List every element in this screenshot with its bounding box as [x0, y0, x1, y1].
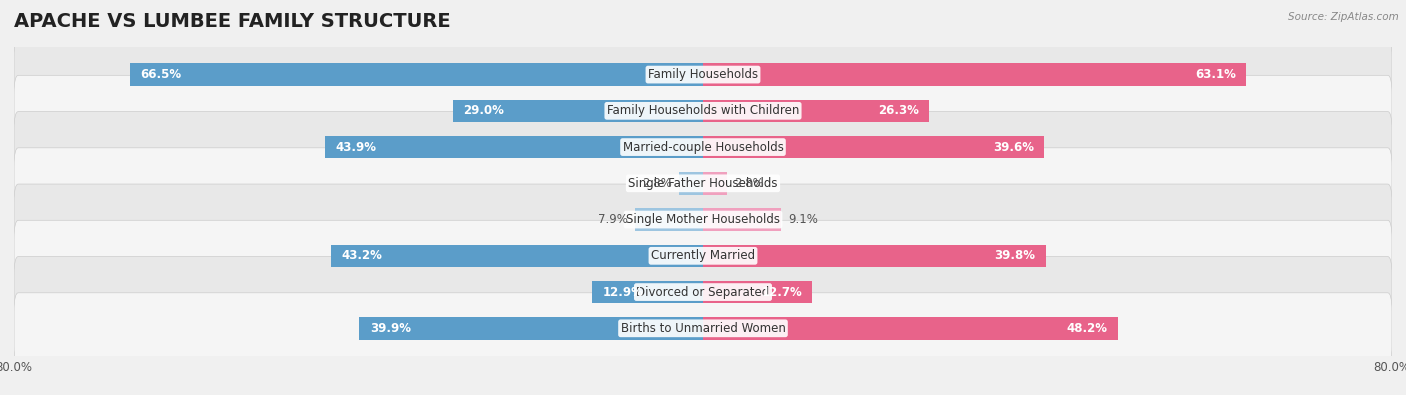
- Bar: [453, 100, 703, 122]
- Text: 29.0%: 29.0%: [464, 104, 505, 117]
- Text: Currently Married: Currently Married: [651, 249, 755, 262]
- Text: 26.3%: 26.3%: [879, 104, 920, 117]
- Bar: [703, 245, 1046, 267]
- Text: 39.6%: 39.6%: [993, 141, 1033, 154]
- Text: APACHE VS LUMBEE FAMILY STRUCTURE: APACHE VS LUMBEE FAMILY STRUCTURE: [14, 12, 451, 31]
- Bar: [703, 100, 929, 122]
- Text: 7.9%: 7.9%: [598, 213, 628, 226]
- Bar: [636, 208, 703, 231]
- Bar: [679, 172, 703, 195]
- Bar: [131, 63, 703, 86]
- Text: Family Households with Children: Family Households with Children: [607, 104, 799, 117]
- Bar: [360, 317, 703, 340]
- Text: 9.1%: 9.1%: [789, 213, 818, 226]
- Text: Family Households: Family Households: [648, 68, 758, 81]
- Bar: [703, 208, 782, 231]
- FancyBboxPatch shape: [14, 39, 1392, 110]
- Text: Births to Unmarried Women: Births to Unmarried Women: [620, 322, 786, 335]
- FancyBboxPatch shape: [14, 75, 1392, 147]
- Text: 63.1%: 63.1%: [1195, 68, 1236, 81]
- Text: 12.9%: 12.9%: [602, 286, 643, 299]
- Text: Single Father Households: Single Father Households: [628, 177, 778, 190]
- Bar: [703, 317, 1118, 340]
- Text: Married-couple Households: Married-couple Households: [623, 141, 783, 154]
- Bar: [330, 245, 703, 267]
- Legend: Apache, Lumbee: Apache, Lumbee: [620, 394, 786, 395]
- Text: 2.8%: 2.8%: [643, 177, 672, 190]
- Text: 2.8%: 2.8%: [734, 177, 763, 190]
- Text: Single Mother Households: Single Mother Households: [626, 213, 780, 226]
- Text: 48.2%: 48.2%: [1067, 322, 1108, 335]
- Bar: [703, 172, 727, 195]
- Text: Source: ZipAtlas.com: Source: ZipAtlas.com: [1288, 12, 1399, 22]
- FancyBboxPatch shape: [14, 184, 1392, 255]
- Bar: [703, 63, 1246, 86]
- FancyBboxPatch shape: [14, 111, 1392, 182]
- FancyBboxPatch shape: [14, 220, 1392, 292]
- Text: Divorced or Separated: Divorced or Separated: [637, 286, 769, 299]
- Bar: [325, 136, 703, 158]
- FancyBboxPatch shape: [14, 256, 1392, 327]
- Text: 39.8%: 39.8%: [994, 249, 1035, 262]
- Text: 66.5%: 66.5%: [141, 68, 181, 81]
- Text: 43.9%: 43.9%: [335, 141, 377, 154]
- Bar: [703, 136, 1045, 158]
- FancyBboxPatch shape: [14, 148, 1392, 219]
- Text: 39.9%: 39.9%: [370, 322, 411, 335]
- Bar: [592, 281, 703, 303]
- Bar: [703, 281, 813, 303]
- FancyBboxPatch shape: [14, 293, 1392, 364]
- Text: 43.2%: 43.2%: [342, 249, 382, 262]
- Text: 12.7%: 12.7%: [761, 286, 801, 299]
